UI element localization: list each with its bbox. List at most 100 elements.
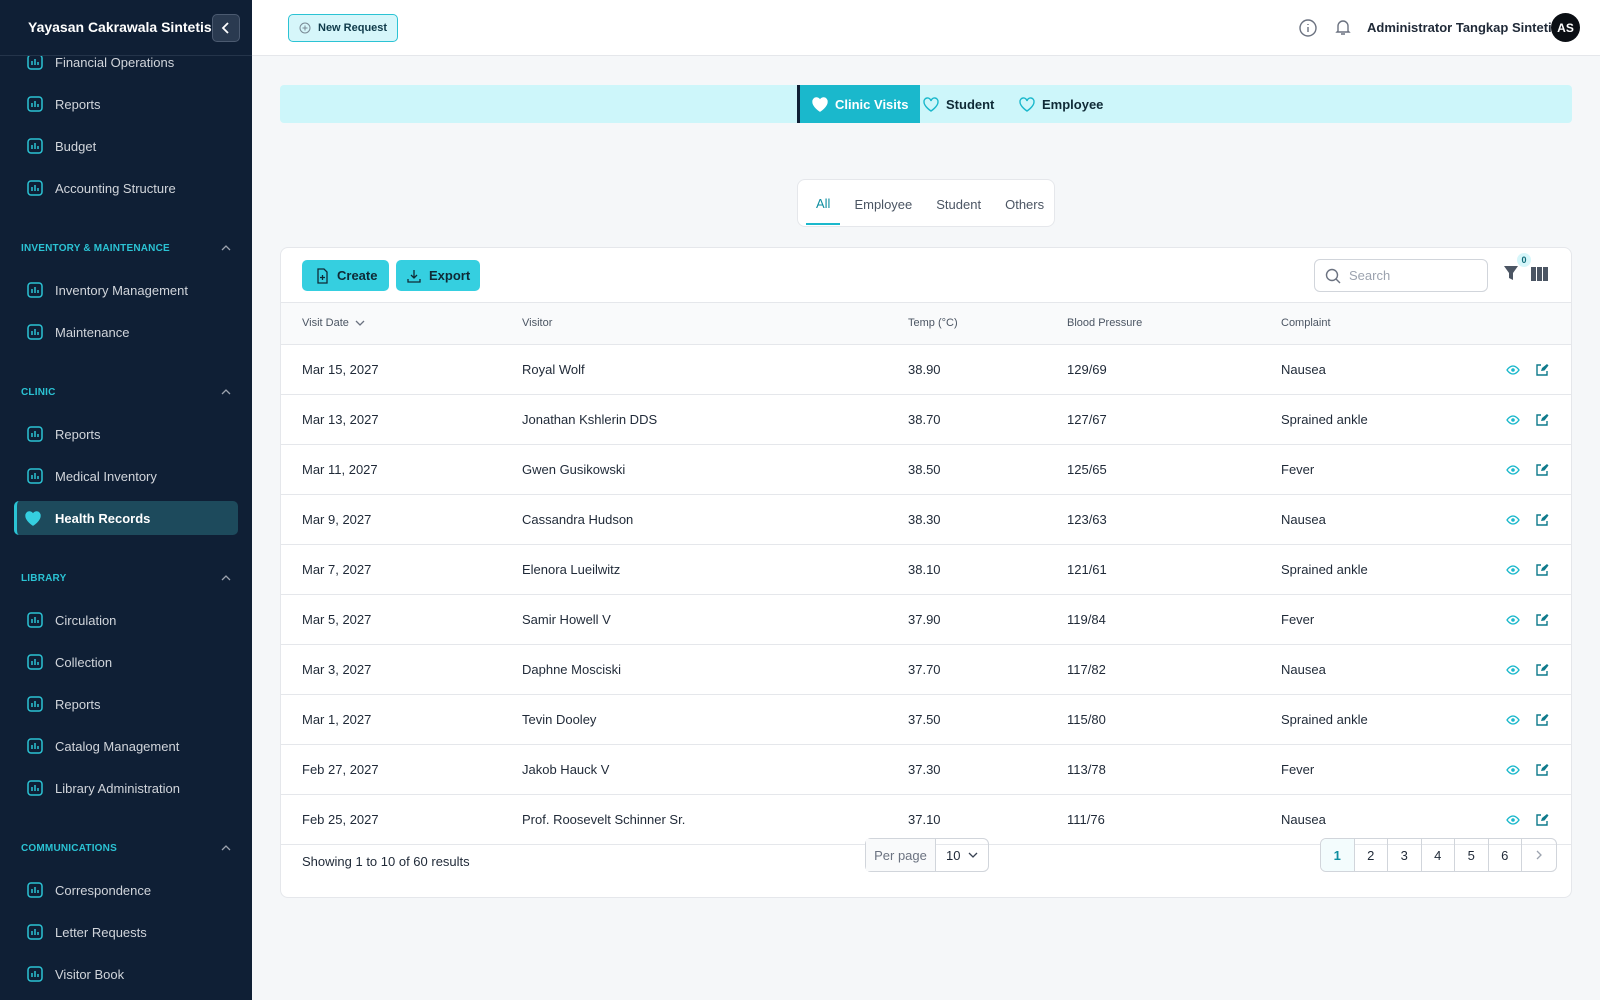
table-cell: 38.10 — [908, 562, 941, 577]
table-body: Mar 15, 2027 Royal Wolf 38.90 129/69 Nausea M… — [281, 345, 1571, 845]
table-cell: 129/69 — [1067, 362, 1107, 377]
view-button[interactable] — [1506, 363, 1520, 377]
sidebar-label: Maintenance — [55, 324, 130, 340]
sidebar-section[interactable]: INVENTORY & MAINTENANCE — [21, 243, 231, 254]
edit-button[interactable] — [1535, 613, 1549, 627]
sidebar-item[interactable]: Circulation — [14, 603, 238, 637]
view-button[interactable] — [1506, 563, 1520, 577]
sidebar-item[interactable]: Inventory Management — [14, 273, 238, 307]
subtab[interactable]: All — [806, 182, 841, 225]
view-button[interactable] — [1506, 413, 1520, 427]
page-button[interactable]: 5 — [1455, 839, 1489, 871]
create-button[interactable]: Create — [302, 260, 390, 291]
user-name: Administrator Tangkap Sintetis — [1367, 20, 1559, 35]
edit-button[interactable] — [1535, 813, 1549, 827]
section-title: INVENTORY & MAINTENANCE — [21, 243, 170, 254]
edit-button[interactable] — [1535, 513, 1549, 527]
sidebar-item[interactable]: Visitor Book — [14, 957, 238, 991]
table-cell: Royal Wolf — [522, 362, 585, 377]
page-button[interactable]: 6 — [1489, 839, 1522, 871]
table-cell: Fever — [1281, 612, 1315, 627]
sidebar-item[interactable]: Reports — [14, 417, 238, 451]
sidebar-item[interactable]: Medical Inventory — [14, 459, 238, 493]
column-header[interactable]: Visit Date — [302, 317, 365, 329]
results-summary: Showing 1 to 10 of 60 results — [302, 854, 470, 869]
table-row: Mar 5, 2027 Samir Howell V 37.90 119/84 Feve… — [281, 595, 1571, 645]
sidebar-item[interactable]: Library Administration — [14, 771, 238, 805]
sidebar-item[interactable]: Maintenance — [14, 315, 238, 349]
view-button[interactable] — [1506, 463, 1520, 477]
sidebar-item[interactable]: Catalog Management — [14, 729, 238, 763]
page-button[interactable]: 1 — [1321, 839, 1355, 871]
view-button[interactable] — [1506, 613, 1520, 627]
table-cell: Nausea — [1281, 512, 1326, 527]
table-cell: 37.70 — [908, 662, 941, 677]
view-button[interactable] — [1506, 813, 1520, 827]
subtab[interactable]: Others — [1005, 196, 1045, 212]
page-button[interactable]: 4 — [1422, 839, 1455, 871]
columns-button[interactable] — [1531, 267, 1548, 281]
sidebar-item[interactable]: Reports — [14, 87, 238, 121]
sidebar-item[interactable]: Reports — [14, 687, 238, 721]
tab[interactable]: Clinic Visits — [797, 85, 921, 123]
section-title: COMMUNICATIONS — [21, 843, 117, 854]
sidebar-item[interactable]: Health Records — [14, 501, 238, 535]
table-cell: 125/65 — [1067, 462, 1107, 477]
notification-icon[interactable] — [1333, 17, 1353, 37]
info-icon[interactable] — [1298, 18, 1318, 38]
table-cell: 115/80 — [1067, 712, 1106, 727]
per-page-value: 10 — [946, 847, 961, 863]
per-page-label: Per page — [866, 839, 936, 871]
sidebar-section[interactable]: LIBRARY — [21, 573, 231, 584]
sidebar-icon — [25, 610, 45, 630]
page-button[interactable]: 2 — [1355, 839, 1388, 871]
edit-button[interactable] — [1535, 763, 1549, 777]
edit-button[interactable] — [1535, 663, 1549, 677]
table-cell: Prof. Roosevelt Schinner Sr. — [522, 812, 686, 827]
sidebar-section[interactable]: COMMUNICATIONS — [21, 843, 231, 854]
sidebar-item[interactable]: Accounting Structure — [14, 171, 238, 205]
subtab[interactable]: Employee — [854, 196, 913, 212]
sidebar-label: Library Administration — [55, 780, 180, 796]
tab[interactable]: Employee — [1007, 85, 1115, 123]
sidebar-label: Financial Operations — [55, 54, 175, 70]
sidebar-item[interactable]: Correspondence — [14, 873, 238, 907]
view-button[interactable] — [1506, 513, 1520, 527]
page-button[interactable]: 3 — [1388, 839, 1422, 871]
chevron — [221, 573, 231, 584]
edit-button[interactable] — [1535, 463, 1549, 477]
sidebar-item[interactable]: Budget — [14, 129, 238, 163]
filter-button[interactable] — [1503, 265, 1519, 282]
table-cell: Feb 27, 2027 — [302, 762, 379, 777]
edit-button[interactable] — [1535, 413, 1549, 427]
sidebar-label: Inventory Management — [55, 282, 188, 298]
new-request-button[interactable]: New Request — [288, 14, 399, 42]
per-page-select[interactable]: Per page 10 — [865, 838, 989, 872]
sidebar-icon — [25, 424, 45, 444]
sidebar-section[interactable]: CLINIC — [21, 387, 231, 398]
subtab[interactable]: Student — [936, 196, 982, 212]
table-cell: 111/76 — [1067, 812, 1105, 827]
collapse-button[interactable] — [212, 14, 240, 42]
view-button[interactable] — [1506, 763, 1520, 777]
sidebar-item[interactable]: Letter Requests — [14, 915, 238, 949]
search-input[interactable]: Search — [1314, 259, 1488, 292]
table-row: Mar 11, 2027 Gwen Gusikowski 38.50 125/65 Fe… — [281, 445, 1571, 495]
sidebar-item[interactable]: Collection — [14, 645, 238, 679]
sidebar-label: Reports — [55, 696, 101, 712]
next-page-button[interactable] — [1522, 839, 1556, 871]
brand: Yayasan Cakrawala Sintetis — [28, 19, 212, 35]
edit-button[interactable] — [1535, 363, 1549, 377]
tab-label: Student — [946, 96, 995, 112]
export-button[interactable]: Export — [396, 260, 481, 291]
edit-button[interactable] — [1535, 563, 1549, 577]
tab[interactable]: Student — [911, 85, 1006, 123]
sidebar-icon — [25, 280, 45, 300]
column-header: Complaint — [1281, 317, 1331, 329]
tab-bar: Clinic Visits Student Employee — [280, 85, 1572, 123]
avatar[interactable]: AS — [1551, 13, 1580, 42]
new-request-label: New Request — [318, 22, 388, 34]
view-button[interactable] — [1506, 663, 1520, 677]
view-button[interactable] — [1506, 713, 1520, 727]
edit-button[interactable] — [1535, 713, 1549, 727]
